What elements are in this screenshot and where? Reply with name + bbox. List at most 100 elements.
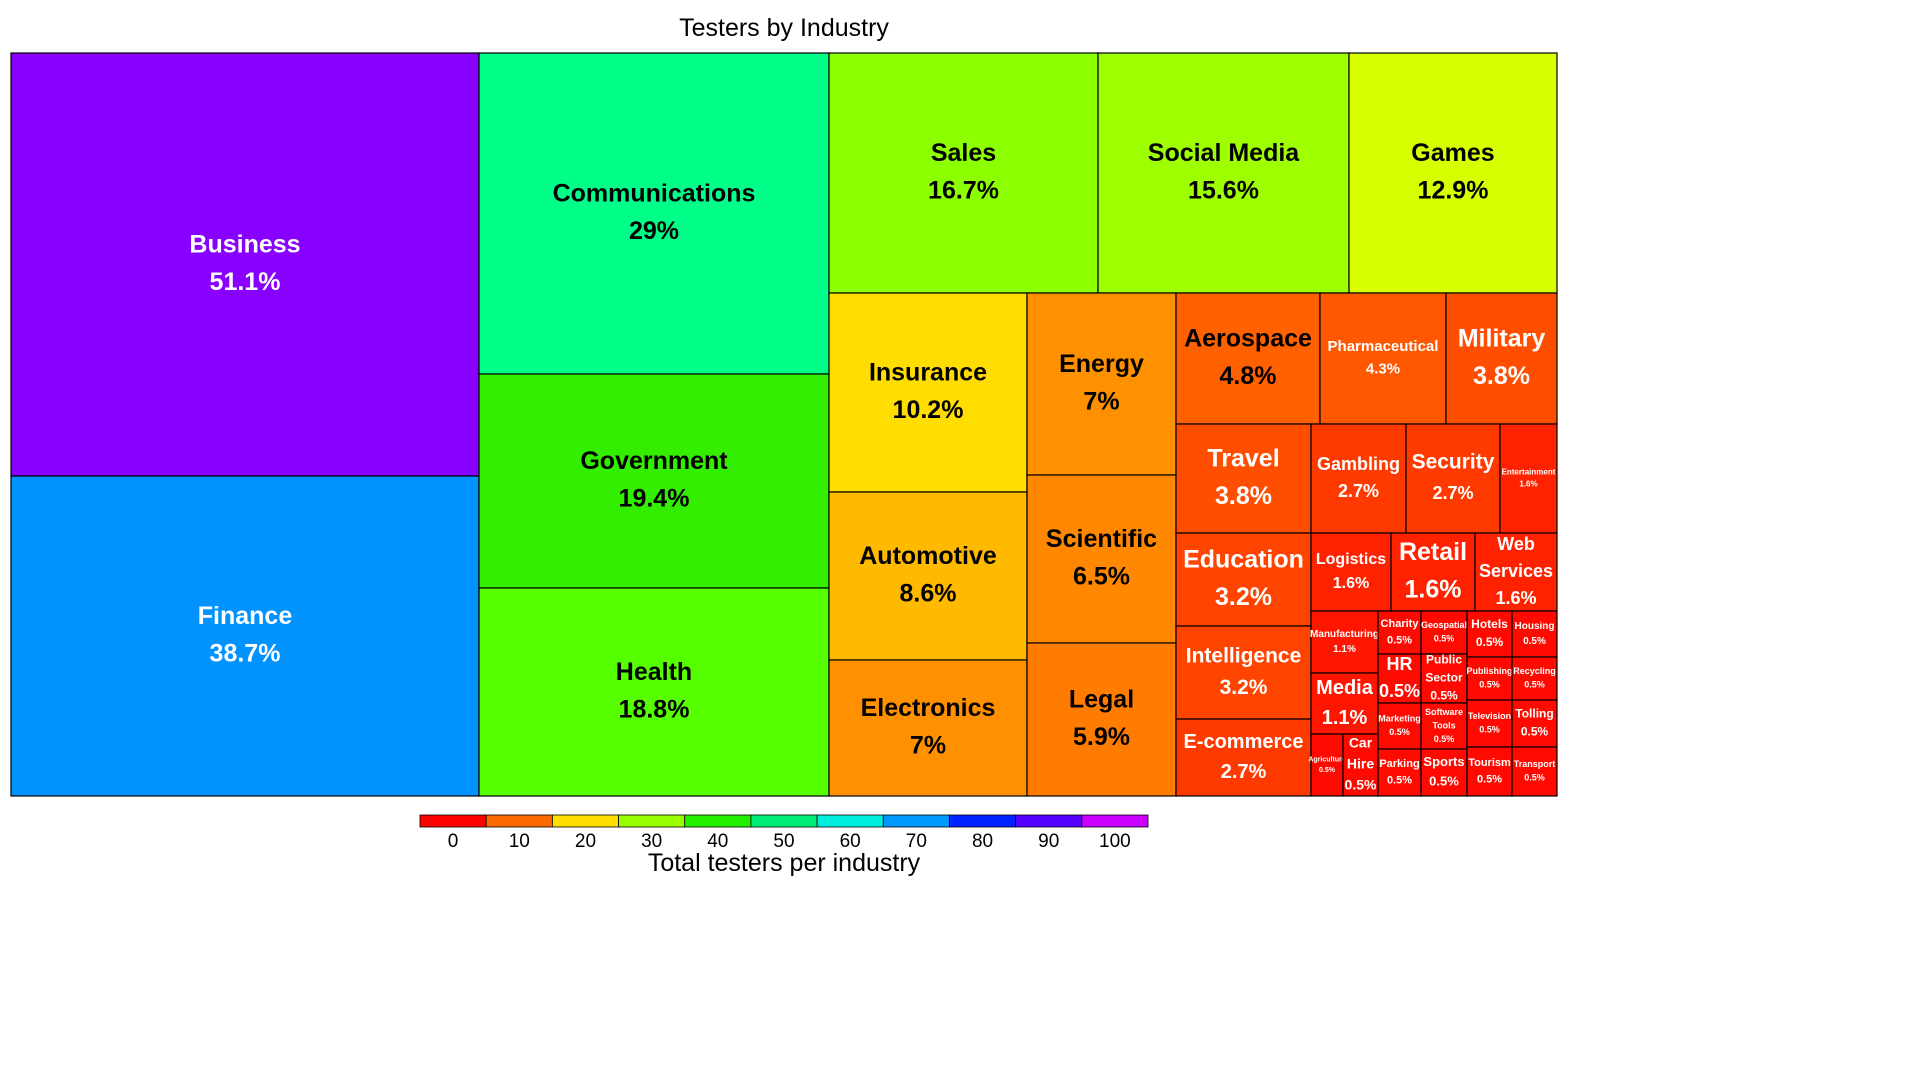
tile-rect-military xyxy=(1445,292,1558,425)
tile-label-charity: Charity xyxy=(1381,618,1420,630)
tile-label-health: Health xyxy=(616,658,692,686)
tile-value-hotels: 0.5% xyxy=(1476,635,1504,649)
tile-rect-energy xyxy=(1026,292,1177,476)
tile-label-geospatial: Geospatial xyxy=(1421,620,1467,630)
colorbar: 0 10 20 30 40 50 60 70 80 90 100 xyxy=(419,814,1149,852)
tile-label-transport: Transport xyxy=(1514,759,1556,769)
tile-value-transport: 0.5% xyxy=(1524,773,1545,783)
tile-value-health: 18.8% xyxy=(619,695,690,723)
tile-rect-health xyxy=(478,587,830,797)
tile-label-education: Education xyxy=(1183,545,1304,573)
tile-label-entertainment: Entertainment xyxy=(1502,468,1556,477)
tile-label-military: Military xyxy=(1458,324,1546,352)
tile-aerospace: Aerospace 4.8% xyxy=(1175,292,1321,425)
colorbar-tick-label: 30 xyxy=(641,831,662,852)
tile-rect-travel xyxy=(1175,423,1312,534)
tile-media: Media 1.1% xyxy=(1310,672,1379,735)
tile-label-travel: Travel xyxy=(1207,444,1279,472)
treemap: Business 51.1% Finance 38.7% Communications 2… xyxy=(10,52,1558,797)
tile-value-manufacturing: 1.1% xyxy=(1333,644,1356,655)
tile-finance: Finance 38.7% xyxy=(10,475,480,797)
tile-energy: Energy 7% xyxy=(1026,292,1177,476)
tile-television: Television 0.5% xyxy=(1466,699,1513,748)
tile-value-business: 51.1% xyxy=(210,268,281,296)
tile-value-tolling: 0.5% xyxy=(1521,725,1549,739)
tile-label-retail: Retail xyxy=(1399,538,1467,566)
tile-e-commerce: E-commerce 2.7% xyxy=(1175,718,1312,797)
tile-label-sports: Sports xyxy=(1423,754,1464,769)
tile-label-business: Business xyxy=(189,230,300,258)
tile-scientific: Scientific 6.5% xyxy=(1026,474,1177,644)
tile-value-publishing: 0.5% xyxy=(1479,680,1500,690)
tile-value-finance: 38.7% xyxy=(210,639,281,667)
tile-recycling: Recycling 0.5% xyxy=(1511,656,1558,701)
tile-rect-marketing xyxy=(1377,702,1422,750)
tile-retail: Retail 1.6% xyxy=(1390,532,1476,612)
tile-hr: HR 0.5% xyxy=(1377,653,1422,704)
tile-rect-electronics xyxy=(828,659,1028,797)
tile-label-television: Television xyxy=(1468,711,1511,721)
tile-value-electronics: 7% xyxy=(910,731,946,759)
colorbar-tick-label: 70 xyxy=(906,831,927,852)
tile-label-communications: Communications xyxy=(553,179,756,207)
tile-rect-games xyxy=(1348,52,1558,294)
tile-entertainment: Entertainment 1.6% xyxy=(1499,423,1558,534)
tile-value-automotive: 8.6% xyxy=(900,579,957,607)
tile-rect-insurance xyxy=(828,292,1028,493)
tile-rect-public-sector xyxy=(1420,653,1468,704)
tile-value-security: 2.7% xyxy=(1432,483,1473,503)
tile-value-aerospace: 4.8% xyxy=(1220,362,1277,390)
colorbar-tick-label: 90 xyxy=(1038,831,1059,852)
tile-communications: Communications 29% xyxy=(478,52,830,375)
tile-value-logistics: 1.6% xyxy=(1333,575,1369,592)
tile-label-legal: Legal xyxy=(1069,685,1134,713)
tile-rect-aerospace xyxy=(1175,292,1321,425)
tile-rect-geospatial xyxy=(1420,610,1468,655)
colorbar-label: Total testers per industry xyxy=(647,849,921,877)
tile-label-publishing: Publishing xyxy=(1467,666,1513,676)
tile-gambling: Gambling 2.7% xyxy=(1310,423,1407,534)
tile-rect-business xyxy=(10,52,480,477)
colorbar-tick-label: 10 xyxy=(509,831,530,852)
tile-value-gambling: 2.7% xyxy=(1338,481,1379,501)
tile-label-gambling: Gambling xyxy=(1317,454,1400,474)
tile-transport: Transport 0.5% xyxy=(1511,746,1558,797)
tile-rect-transport xyxy=(1511,746,1558,797)
tile-rect-recycling xyxy=(1511,656,1558,701)
tile-rect-media xyxy=(1310,672,1379,735)
tile-rect-finance xyxy=(10,475,480,797)
tile-label-hotels: Hotels xyxy=(1471,617,1508,631)
tile-label-car-hire: Car xyxy=(1349,735,1373,751)
tile-car-hire: Car Hire 0.5% xyxy=(1342,733,1379,797)
tile-automotive: Automotive 8.6% xyxy=(828,491,1028,661)
tile-tourism: Tourism 0.5% xyxy=(1466,746,1513,797)
tile-label-recycling: Recycling xyxy=(1513,666,1556,676)
tile-tolling: Tolling 0.5% xyxy=(1511,699,1558,748)
tile-value-web-services: 1.6% xyxy=(1495,588,1536,608)
tile-rect-social-media xyxy=(1097,52,1350,294)
tile-geospatial: Geospatial 0.5% xyxy=(1420,610,1468,655)
tile-rect-charity xyxy=(1377,610,1422,655)
tile-value-parking: 0.5% xyxy=(1387,775,1412,787)
tile-label-agriculture: Agriculture xyxy=(1308,757,1345,764)
tile-label-sales: Sales xyxy=(931,139,996,167)
tile-label-car-hire: Hire xyxy=(1347,756,1374,772)
tile-value-scientific: 6.5% xyxy=(1073,562,1130,590)
colorbar-tick-label: 20 xyxy=(575,831,596,852)
tile-value-recycling: 0.5% xyxy=(1524,680,1545,690)
tile-value-charity: 0.5% xyxy=(1387,635,1412,647)
tile-value-military: 3.8% xyxy=(1473,362,1530,390)
colorbar-tick-label: 100 xyxy=(1099,831,1131,852)
colorbar-segment xyxy=(618,814,686,828)
tile-value-social-media: 15.6% xyxy=(1188,176,1259,204)
tile-label-public-sector: Sector xyxy=(1425,671,1463,685)
colorbar-segment xyxy=(419,814,487,828)
tile-rect-automotive xyxy=(828,491,1028,661)
tile-software-tools: Software Tools 0.5% xyxy=(1420,702,1468,750)
tile-value-communications: 29% xyxy=(629,217,679,245)
tile-rect-sales xyxy=(828,52,1099,294)
tile-value-retail: 1.6% xyxy=(1405,575,1462,603)
tile-electronics: Electronics 7% xyxy=(828,659,1028,797)
tile-travel: Travel 3.8% xyxy=(1175,423,1312,534)
tile-value-government: 19.4% xyxy=(619,484,690,512)
